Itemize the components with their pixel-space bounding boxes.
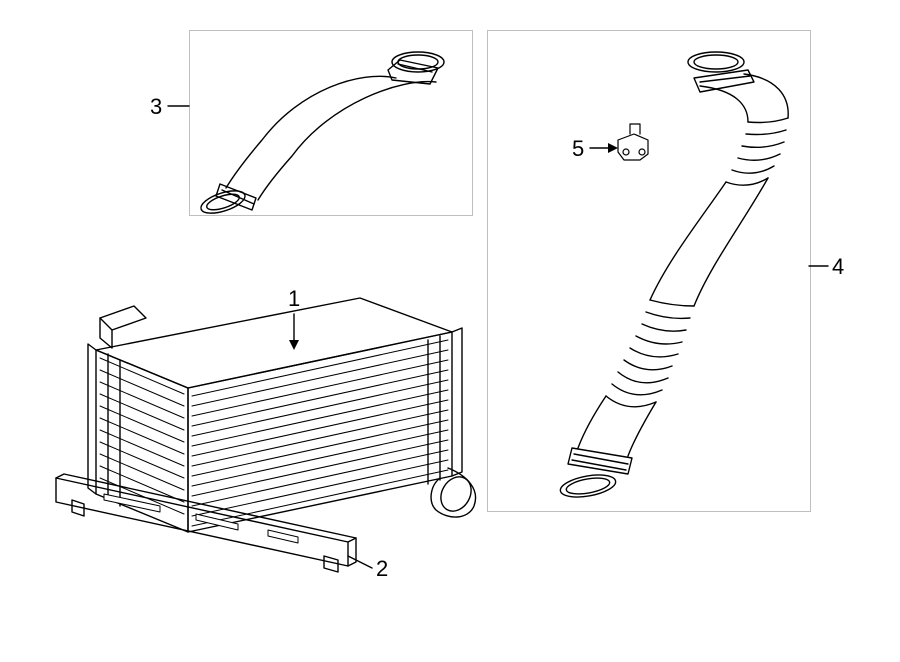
- part-5-bracket: [618, 124, 648, 160]
- callout-2: 2: [376, 556, 388, 582]
- callout-4: 4: [832, 254, 844, 280]
- callout-arrows: [168, 106, 828, 568]
- parts-diagram: 1 2 3 4 5: [0, 0, 900, 662]
- callout-5: 5: [572, 136, 584, 162]
- diagram-svg: [0, 0, 900, 662]
- part-1-intercooler: [88, 298, 477, 532]
- part-4-hose: [559, 52, 788, 501]
- callout-1: 1: [288, 286, 300, 312]
- callout-3: 3: [150, 94, 162, 120]
- part-3-hose: [198, 52, 444, 218]
